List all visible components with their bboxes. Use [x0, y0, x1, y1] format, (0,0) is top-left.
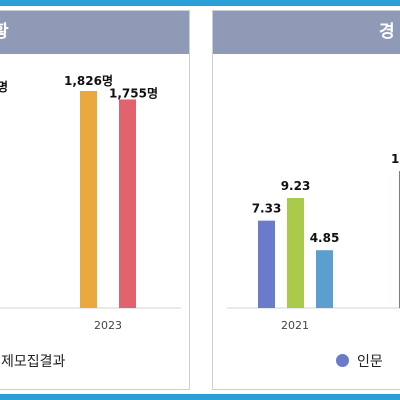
- top-accent-bar: [0, 0, 400, 6]
- left-bar-0: [80, 91, 97, 308]
- right-legend-dot: [336, 354, 349, 367]
- right-chart-panel: 경 7.33 9.23 4.85 1 2021 인문: [212, 10, 400, 390]
- right-bar-1: [287, 198, 304, 308]
- right-clipped-label: 1: [391, 152, 399, 166]
- right-bar-2: [316, 250, 333, 308]
- right-bar-label-0: 7.33: [252, 202, 282, 216]
- left-x-tick-label: 2023: [94, 319, 122, 332]
- left-bar-label-1: 1,755명: [109, 86, 158, 100]
- right-bar-label-2: 4.85: [310, 231, 340, 245]
- left-bar-label-0: 1,826명: [64, 74, 113, 88]
- left-legend: 제모집결과: [1, 351, 65, 371]
- right-bar-0: [258, 220, 275, 308]
- bottom-accent-bar: [0, 394, 400, 400]
- right-legend: 인문: [336, 351, 383, 371]
- left-panel-title: 황: [0, 11, 9, 54]
- right-x-tick-label: 2021: [281, 319, 309, 332]
- left-legend-label: 제모집결과: [1, 354, 66, 370]
- left-panel-header: 황: [0, 11, 189, 54]
- left-bar-1: [119, 99, 136, 309]
- right-legend-label: 인문: [357, 354, 383, 370]
- right-bar-chart: 7.33 9.23 4.85 1 2021: [227, 152, 400, 332]
- left-clipped-label: 명: [0, 80, 8, 94]
- right-panel-header: 경: [213, 11, 400, 54]
- right-panel-title: 경: [379, 22, 395, 42]
- right-bar-label-1: 9.23: [281, 179, 311, 193]
